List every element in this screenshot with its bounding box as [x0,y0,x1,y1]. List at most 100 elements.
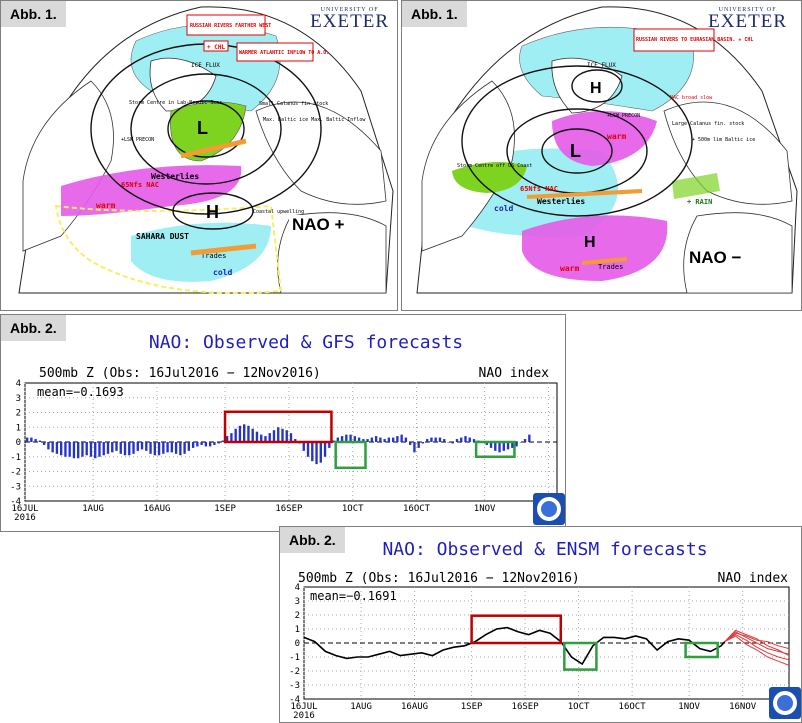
nao-bar [72,442,76,459]
nao-bar [391,437,395,442]
label-sahara-dust: SAHARA DUST [136,232,189,241]
isobar-1 [541,128,613,174]
nao-bar [213,442,216,445]
nao-bar [430,437,433,442]
land-europe [255,101,387,205]
label-westerlies: Westerlies [537,196,585,206]
exeter-logo-right: UNIVERSITY OF EXETER [708,7,787,31]
nao-bar [64,442,67,457]
x-tick-label: 1SEP [214,504,236,514]
nao-bar [460,437,463,442]
label-cold: cold [494,204,513,213]
nao-bar [94,442,97,459]
nao-bar [319,442,322,463]
label-warm-south: warm [560,264,579,273]
x-tick-label: 16OCT [403,504,431,514]
label-nac: 65Nfs NAC [520,185,558,193]
badge-abb1-left: Abb. 1. [1,1,66,27]
nao-bar [421,442,425,444]
nao-bar [243,424,246,442]
nao-bar [489,442,493,448]
label-lsw-precon: +LSW PRECON [121,137,154,143]
russian-rivers-box [186,14,266,36]
label-chl: + CHL [207,44,225,51]
nao-bar [383,439,386,442]
x-tick-label: 16JUL [11,504,38,514]
label-ice-flux: ICE FLUX [587,62,616,69]
y-tick-label: -3 [10,482,21,492]
nao-bar [315,442,318,465]
nao-bar [264,436,267,442]
arrow-trades [190,243,257,256]
chart-title: NAO: Observed & ENSM forecasts [382,539,707,560]
y-tick-label: 0 [16,438,21,448]
noaa-logo-icon [769,687,801,719]
nao-bar [200,442,203,445]
nao-bar [85,442,88,456]
nao-bar [455,439,459,442]
label-max-baltic: Max. Baltic ice Max. Baltic Inflow [263,117,366,123]
exeter-logo-big: EXETER [310,11,389,32]
nao-bar [396,436,399,442]
isobar-high [172,192,254,230]
chart-subtitle: 500mb Z (Obs: 16Jul2016 − 12Nov2016) [298,571,580,586]
nao-bar [413,442,416,453]
badge-abb2-ensm: Abb. 2. [280,527,345,553]
nao-bar [345,434,348,442]
nao-bar [238,425,242,442]
nao-bar [47,442,50,450]
chart-ensm: NAO: Observed & ENSM forecasts 500mb Z (… [289,539,790,721]
nao-bar [208,442,212,447]
nao-bar [311,442,314,462]
nao-bar [523,439,527,442]
nao-bar [323,442,327,457]
nao-bar [357,437,361,442]
label-nao-broad: NAC broad slow [670,95,713,101]
nao-bar [289,433,293,442]
label-cold: cold [213,268,232,277]
nao-bar [98,442,101,457]
highlight-box-green [684,641,719,659]
nao-bar [502,442,505,451]
nao-bar [528,434,531,442]
x-tick-label: 16AUG [143,504,170,514]
label-russian-rivers: RUSSIAN RIVERS TO EURASIAN BASIN. + CHL [636,37,753,43]
label-baltic: + 500m lim Baltic ice [692,137,755,143]
y-tick-label: -4 [10,497,21,507]
x-tick-label: 1AUG [350,702,372,712]
nao-bar [340,436,344,442]
nao-bar [149,442,152,454]
nao-bar [170,442,174,453]
nao-bar [102,442,105,456]
nao-bar [362,439,365,442]
y-tick-label: 0 [295,639,300,649]
nao-bar [332,440,335,442]
exeter-logo-big: EXETER [708,11,787,32]
mean-label: mean=−0.1693 [37,385,124,399]
x-tick-label: 16SEP [275,504,303,514]
ensm-member-line [724,635,790,666]
nao-bar [106,442,110,454]
nao-bar [217,442,220,444]
nao-bar [111,442,114,453]
nao-bar [221,440,225,442]
green-rain-band [672,173,720,199]
high-south-symbol: H [584,234,596,251]
nao-bar [119,442,122,454]
nao-bar [417,442,420,448]
nao-bar [426,439,429,442]
mean-label: mean=−0.1691 [310,589,397,603]
ensm-member-line [724,632,790,650]
nao-bar [447,442,450,443]
nao-bar [472,439,476,442]
nao-bar [511,442,514,448]
exeter-logo-small: UNIVERSITY OF [718,7,777,13]
nao-bar [464,436,467,442]
nao-bar [234,428,237,442]
green-anomaly [170,101,247,162]
nao-bar [115,442,118,451]
y-tick-label: 1 [16,423,21,433]
observed-line [303,626,726,666]
x-tick-label: 16NOV [729,702,757,712]
y-tick-label: 2 [16,409,21,419]
